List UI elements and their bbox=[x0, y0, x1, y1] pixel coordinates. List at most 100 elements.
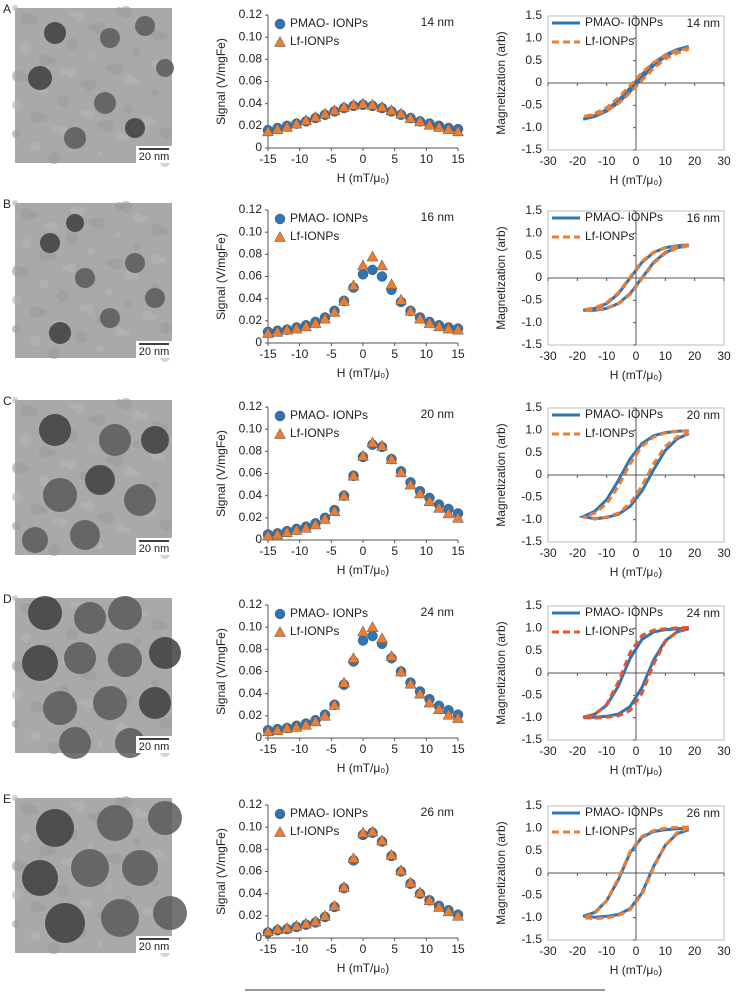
image-texture bbox=[160, 519, 172, 531]
scale-bar-label: 20 nm bbox=[139, 941, 170, 953]
x-axis-title: H (mT/μ₀) bbox=[337, 366, 390, 380]
image-texture bbox=[70, 404, 76, 410]
data-point bbox=[366, 250, 379, 262]
x-tick-label: -15 bbox=[259, 544, 277, 558]
image-texture bbox=[75, 331, 87, 343]
x-tick-label: -10 bbox=[291, 742, 309, 756]
image-texture bbox=[115, 722, 125, 732]
x-tick-label: 15 bbox=[451, 544, 465, 558]
data-point bbox=[366, 621, 379, 632]
x-tick-label: 10 bbox=[420, 544, 434, 558]
y-tick-label: -1.5 bbox=[521, 932, 542, 946]
data-point bbox=[309, 518, 322, 530]
chart: -1.5 -1.0 -0.5 0 0.5 1.0 1.5 -30 -20 -10 0 10 20 30 H … bbox=[494, 8, 731, 187]
scale-bar-background bbox=[136, 538, 172, 555]
data-point bbox=[366, 436, 379, 448]
x-tick-label: 15 bbox=[451, 152, 465, 166]
image-texture bbox=[115, 202, 123, 210]
image-texture bbox=[12, 397, 18, 403]
data-point bbox=[338, 676, 350, 688]
nanoparticle bbox=[148, 801, 182, 835]
chart: 0 0.02 0.04 0.06 0.08 0.10 0.12 -15 -10 -5 0 5 10 15 H… bbox=[214, 399, 465, 577]
size-annotation: 24 nm bbox=[687, 606, 720, 620]
y-tick-label: -0.5 bbox=[521, 888, 542, 902]
image-texture bbox=[57, 95, 69, 107]
data-point bbox=[357, 826, 369, 838]
image-texture bbox=[79, 305, 85, 311]
image-texture bbox=[66, 38, 78, 50]
data-point bbox=[452, 909, 464, 921]
y-tick-label: -1.5 bbox=[521, 732, 542, 746]
x-tick-label: -30 bbox=[539, 944, 557, 958]
data-point bbox=[395, 293, 407, 305]
y-tick-label: -1.0 bbox=[521, 910, 542, 924]
nanoparticle bbox=[135, 16, 155, 36]
data-point bbox=[262, 725, 274, 737]
image-texture bbox=[30, 731, 40, 741]
image-texture bbox=[21, 803, 33, 815]
legend-swatch bbox=[274, 608, 286, 620]
y-tick-label: 0.02 bbox=[239, 313, 263, 327]
image-texture bbox=[124, 467, 134, 477]
y-tick-label: -1.5 bbox=[521, 142, 542, 156]
data-point bbox=[366, 98, 379, 110]
x-tick-label: 0 bbox=[360, 152, 367, 166]
magnetization-curve bbox=[582, 429, 690, 521]
image-texture bbox=[79, 472, 87, 480]
legend-swatch bbox=[274, 427, 286, 439]
image-texture bbox=[84, 304, 94, 314]
data-point bbox=[328, 104, 341, 116]
size-annotation: 16 nm bbox=[421, 210, 454, 224]
data-point bbox=[385, 278, 398, 290]
image-texture bbox=[75, 11, 85, 21]
legend-label: Lf-IONPs bbox=[290, 624, 339, 638]
image-texture bbox=[124, 330, 130, 336]
x-axis-title: H (mT/μ₀) bbox=[610, 565, 663, 579]
image-texture bbox=[97, 543, 103, 549]
image-texture bbox=[70, 802, 76, 808]
legend-label: PMAO- IONPs bbox=[585, 805, 663, 819]
x-tick-label: -15 bbox=[259, 152, 277, 166]
image-texture bbox=[102, 120, 114, 132]
image-texture bbox=[124, 135, 130, 141]
y-tick-label: 0 bbox=[255, 930, 262, 944]
nanoparticle bbox=[100, 28, 120, 48]
data-point bbox=[271, 923, 284, 934]
data-point bbox=[395, 466, 407, 478]
y-tick-label: 0.12 bbox=[239, 797, 263, 811]
image-texture bbox=[39, 446, 51, 458]
y-tick-label: 0.06 bbox=[239, 664, 263, 678]
image-texture bbox=[75, 403, 85, 413]
image-texture bbox=[133, 48, 141, 56]
image-texture bbox=[57, 885, 69, 897]
legend-label: Lf-IONPs bbox=[585, 824, 634, 838]
x-tick-label: 20 bbox=[688, 349, 702, 363]
image-texture bbox=[61, 69, 67, 75]
image-texture bbox=[21, 208, 33, 220]
data-point bbox=[347, 652, 360, 663]
data-point bbox=[347, 469, 360, 481]
image-texture bbox=[151, 89, 159, 97]
image-texture bbox=[39, 279, 49, 289]
data-point bbox=[357, 269, 369, 280]
image-texture bbox=[48, 544, 60, 556]
data-point bbox=[319, 107, 331, 119]
y-tick-label: 0.08 bbox=[239, 842, 263, 856]
image-texture bbox=[52, 126, 58, 132]
data-point bbox=[395, 665, 407, 677]
y-axis-title: Magnetization (arb) bbox=[494, 31, 508, 134]
x-axis-title: H (mT/μ₀) bbox=[337, 961, 390, 975]
size-annotation: 16 nm bbox=[687, 211, 720, 225]
y-tick-label: 0.02 bbox=[239, 908, 263, 922]
scale-bar-label: 20 nm bbox=[139, 543, 170, 555]
legend-swatch bbox=[274, 825, 286, 837]
y-tick-label: 1.0 bbox=[525, 621, 542, 635]
panel-label: C bbox=[3, 394, 12, 408]
data-point bbox=[367, 630, 378, 642]
data-point bbox=[271, 325, 284, 337]
image-texture bbox=[97, 121, 105, 129]
data-point bbox=[328, 305, 341, 317]
x-tick-label: 0 bbox=[360, 544, 367, 558]
y-tick-label: 1.5 bbox=[525, 798, 542, 812]
